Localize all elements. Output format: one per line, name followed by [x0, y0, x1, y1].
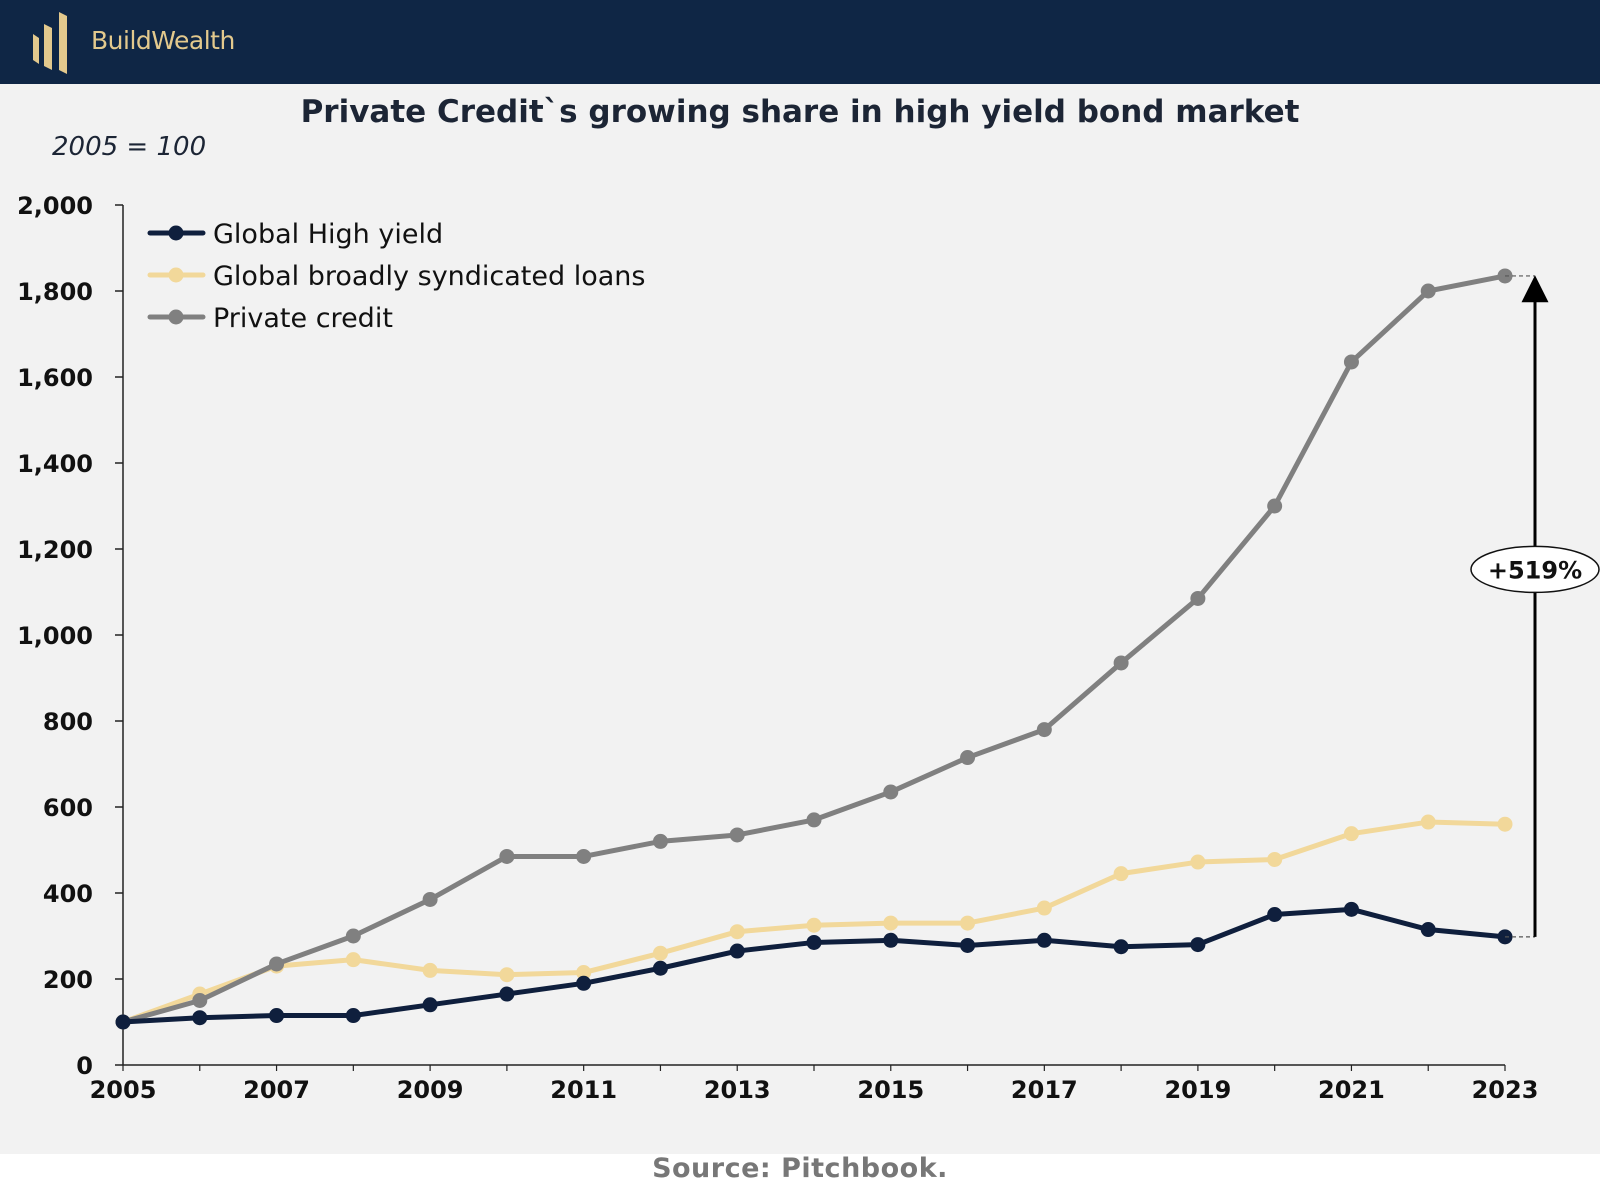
data-point-private-credit [499, 848, 515, 864]
data-point-global-broadly-syndicated-loans [806, 917, 822, 933]
data-point-global-high-yield [806, 934, 822, 950]
brand-name[interactable]: BuildWealth [91, 26, 235, 55]
data-point-global-high-yield [576, 975, 592, 991]
series-line-private-credit [120, 273, 1508, 1025]
x-tick-label: 2009 [397, 1076, 464, 1104]
legend-marker-private-credit [168, 309, 184, 325]
data-point-private-credit [806, 812, 822, 828]
growth-annotation: +519% [1470, 275, 1600, 938]
x-tick-label: 2015 [857, 1076, 924, 1104]
legend-label-private-credit: Private credit [213, 303, 393, 334]
y-tick-label: 1,200 [17, 536, 93, 564]
y-tick-label: 0 [76, 1052, 93, 1080]
data-point-global-high-yield [1036, 932, 1052, 948]
y-tick-label: 200 [43, 966, 93, 994]
chart-panel [0, 84, 1600, 1154]
x-tick-label: 2005 [90, 1076, 157, 1104]
data-point-global-broadly-syndicated-loans [499, 967, 515, 983]
data-point-private-credit [883, 784, 899, 800]
data-point-global-high-yield [1113, 939, 1129, 955]
data-point-global-broadly-syndicated-loans [576, 965, 592, 981]
y-tick-label: 400 [43, 880, 93, 908]
buildwealth-logo-icon [33, 12, 67, 74]
data-point-global-broadly-syndicated-loans [1497, 816, 1513, 832]
data-point-global-broadly-syndicated-loans [883, 915, 899, 931]
logo-bar-3 [59, 12, 67, 74]
x-tick-label: 2011 [550, 1076, 617, 1104]
data-point-global-high-yield [960, 937, 976, 953]
logo-bar-2 [44, 24, 52, 70]
data-point-global-high-yield [345, 1008, 361, 1024]
chart-legend: Global High yield Global broadly syndicat… [147, 219, 645, 334]
data-point-global-broadly-syndicated-loans [729, 924, 745, 940]
source-note: Source: Pitchbook. [652, 1153, 948, 1184]
data-point-private-credit [1190, 590, 1206, 606]
data-point-global-broadly-syndicated-loans [422, 962, 438, 978]
x-tick-label: 2007 [243, 1076, 310, 1104]
y-tick-label: 1,600 [17, 364, 93, 392]
logo-bar-1 [33, 34, 39, 64]
data-point-global-broadly-syndicated-loans [1036, 900, 1052, 916]
legend-label-global-high-yield: Global High yield [213, 219, 443, 250]
data-point-private-credit [1267, 498, 1283, 514]
data-point-private-credit [1343, 354, 1359, 370]
chart-series [115, 268, 1513, 1030]
data-point-private-credit [729, 827, 745, 843]
series-private-credit [115, 268, 1513, 1030]
series-global-high-yield [115, 901, 1513, 1030]
legend-marker-global-broadly-syndicated-loans [168, 267, 184, 283]
legend-marker-global-high-yield [168, 225, 184, 241]
data-point-global-high-yield [422, 997, 438, 1013]
series-global-broadly-syndicated-loans [115, 814, 1513, 1030]
x-tick-label: 2013 [704, 1076, 771, 1104]
data-point-global-broadly-syndicated-loans [652, 945, 668, 961]
data-point-private-credit [960, 750, 976, 766]
annotation-badge [1470, 545, 1600, 594]
data-point-global-high-yield [1420, 922, 1436, 938]
y-tick-label: 1,400 [17, 450, 93, 478]
data-point-global-high-yield [1343, 901, 1359, 917]
data-point-global-broadly-syndicated-loans [1190, 854, 1206, 870]
data-point-private-credit [652, 833, 668, 849]
data-point-private-credit [422, 891, 438, 907]
y-tick-label: 600 [43, 794, 93, 822]
data-point-private-credit [192, 993, 208, 1008]
data-point-private-credit [1113, 655, 1129, 671]
annotation-label: +519% [1488, 556, 1582, 584]
data-point-private-credit [269, 956, 285, 972]
y-tick-label: 1,800 [17, 278, 93, 306]
data-point-global-high-yield [269, 1008, 285, 1024]
data-point-global-high-yield [883, 932, 899, 948]
data-point-global-broadly-syndicated-loans [1113, 866, 1129, 882]
chart-subtitle: 2005 = 100 [52, 132, 207, 162]
data-point-global-broadly-syndicated-loans [960, 915, 976, 931]
x-tick-label: 2017 [1011, 1076, 1078, 1104]
data-point-private-credit [345, 928, 361, 944]
data-point-global-broadly-syndicated-loans [345, 952, 361, 968]
data-point-private-credit [576, 848, 592, 864]
data-point-global-high-yield [652, 960, 668, 976]
y-tick-label: 1,000 [17, 622, 93, 650]
data-point-private-credit [1036, 722, 1052, 738]
data-point-global-high-yield [1190, 937, 1206, 953]
data-point-private-credit [1420, 283, 1436, 299]
x-tick-label: 2021 [1318, 1076, 1385, 1104]
legend-label-global-broadly-syndicated-loans: Global broadly syndicated loans [213, 261, 645, 292]
data-point-global-broadly-syndicated-loans [1420, 814, 1436, 830]
data-point-global-high-yield [192, 1010, 208, 1026]
data-point-global-high-yield [1267, 907, 1283, 922]
chart-axes: 0 200 400 600 800 1,000 1,200 1,400 1,600 1,800 2,… [17, 192, 1538, 1104]
y-tick-label: 2,000 [17, 192, 93, 220]
data-point-global-high-yield [499, 986, 515, 1002]
x-tick-label: 2019 [1164, 1076, 1231, 1104]
header-bar: BuildWealth [0, 0, 1600, 84]
chart-title: Private Credit`s growing share in high y… [300, 94, 1300, 130]
data-point-global-high-yield [729, 943, 745, 959]
data-point-global-broadly-syndicated-loans [1343, 826, 1359, 842]
x-tick-label: 2023 [1472, 1076, 1539, 1104]
data-point-global-broadly-syndicated-loans [1267, 851, 1283, 867]
y-tick-label: 800 [43, 708, 93, 736]
data-point-global-high-yield [115, 1014, 131, 1030]
